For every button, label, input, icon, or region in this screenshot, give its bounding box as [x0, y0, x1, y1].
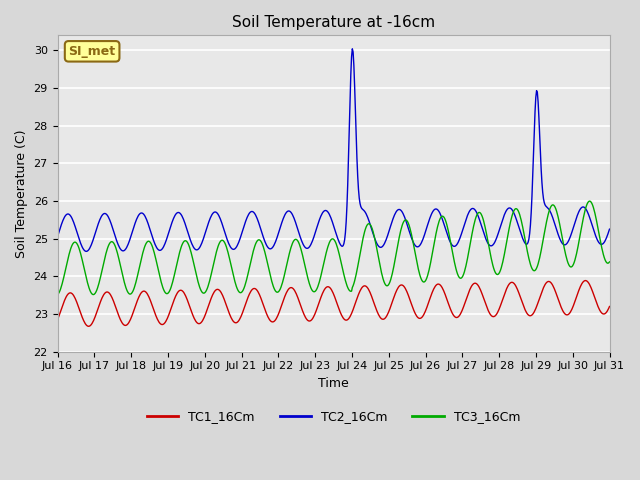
X-axis label: Time: Time	[318, 377, 349, 390]
Text: SI_met: SI_met	[68, 45, 116, 58]
Y-axis label: Soil Temperature (C): Soil Temperature (C)	[15, 129, 28, 258]
Legend: TC1_16Cm, TC2_16Cm, TC3_16Cm: TC1_16Cm, TC2_16Cm, TC3_16Cm	[142, 405, 525, 428]
Title: Soil Temperature at -16cm: Soil Temperature at -16cm	[232, 15, 435, 30]
